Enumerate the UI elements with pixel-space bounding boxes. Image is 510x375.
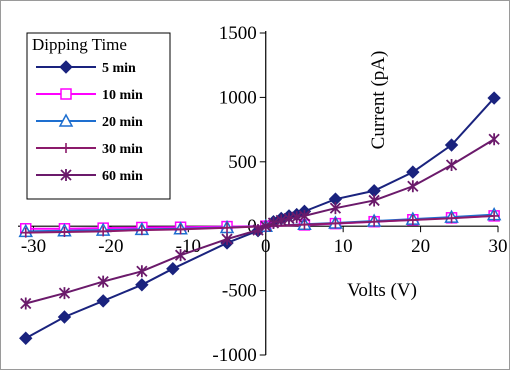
data-point — [446, 213, 457, 224]
data-point — [252, 224, 264, 237]
legend-label: 60 min — [102, 169, 143, 184]
data-point — [57, 310, 72, 324]
data-point — [487, 91, 501, 105]
series-line — [25, 138, 495, 305]
data-point — [166, 261, 180, 276]
data-point — [174, 249, 187, 262]
data-point — [267, 216, 280, 229]
data-point — [98, 226, 109, 237]
data-point — [58, 287, 71, 300]
data-point — [329, 202, 342, 215]
y-tick-label: 500 — [228, 152, 257, 173]
legend-items: 5 min 10 min 20 min 30 min 60 min — [36, 60, 143, 184]
data-point — [406, 165, 420, 179]
y-tick-label: -500 — [222, 281, 257, 302]
data-point — [368, 194, 380, 207]
legend-label: 10 min — [102, 88, 143, 103]
x-tick-label: 20 — [411, 236, 430, 257]
legend-swatch-marker — [60, 169, 72, 181]
series-4 — [20, 133, 500, 310]
legend: Dipping Time 5 min 10 min 20 min 30 min 60 m… — [26, 32, 171, 200]
data-point — [445, 159, 458, 172]
legend-swatch-marker — [59, 60, 73, 74]
data-point — [20, 297, 32, 310]
legend-item: 20 min — [36, 113, 143, 130]
data-point — [20, 227, 31, 238]
data-point — [369, 216, 380, 227]
data-point — [175, 224, 186, 235]
legend-label: 5 min — [102, 61, 136, 76]
data-point — [96, 294, 110, 308]
legend-item: 5 min — [36, 60, 136, 76]
x-tick-label: -30 — [21, 236, 46, 257]
y-tick-label: -1000 — [212, 345, 256, 366]
legend-box — [26, 32, 171, 200]
y-tick-label: 1000 — [219, 87, 257, 108]
series-layer — [18, 91, 502, 345]
x-tick-label: -10 — [176, 236, 201, 257]
data-point — [135, 278, 149, 292]
x-tick-label: 10 — [334, 236, 353, 257]
legend-item: 10 min — [36, 88, 143, 103]
legend-swatch-marker — [58, 113, 74, 127]
data-point — [330, 218, 341, 229]
data-point — [19, 331, 33, 345]
x-tick-label: -20 — [98, 236, 123, 257]
legend-item: 30 min — [36, 142, 143, 157]
y-tick-label: 1500 — [219, 23, 257, 44]
data-point — [222, 222, 233, 233]
legend-label: 20 min — [102, 115, 143, 130]
legend-item: 60 min — [36, 169, 143, 184]
data-point — [260, 220, 272, 233]
data-point — [298, 209, 311, 222]
legend-label: 30 min — [102, 142, 143, 157]
legend-title: Dipping Time — [32, 35, 127, 54]
data-point — [407, 180, 419, 193]
x-tick-label: 30 — [489, 236, 508, 257]
legend-swatch-marker — [60, 88, 72, 100]
data-point — [59, 226, 70, 237]
data-point — [221, 233, 233, 246]
data-point — [136, 225, 147, 236]
data-point — [444, 138, 459, 152]
y-axis-label: Current (pA) — [368, 51, 389, 150]
x-tick-label: 0 — [261, 236, 271, 257]
data-point — [97, 275, 109, 288]
data-point — [488, 133, 500, 146]
legend-swatch-marker — [61, 143, 71, 153]
data-point — [407, 215, 418, 226]
x-axis-label: Volts (V) — [347, 280, 417, 301]
data-point — [489, 210, 500, 221]
data-point — [136, 265, 148, 278]
